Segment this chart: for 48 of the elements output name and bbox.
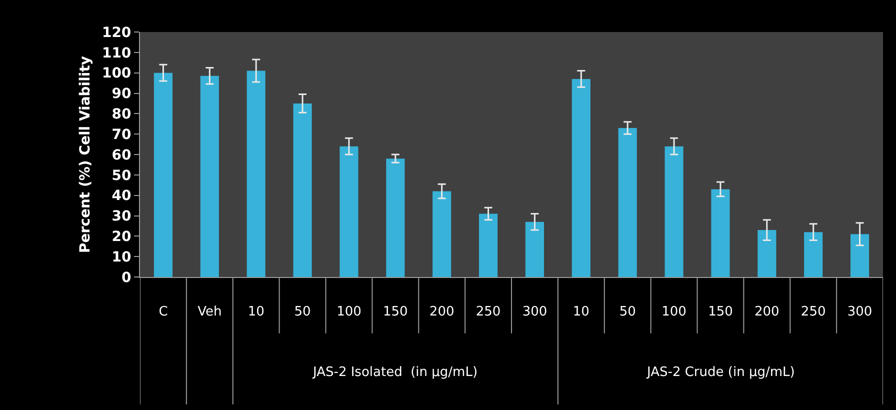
x-tick-label: 150 — [708, 304, 733, 320]
x-tick-label: 150 — [382, 304, 408, 320]
y-tick-label: 20 — [112, 229, 132, 246]
y-tick-label: 80 — [112, 106, 132, 123]
y-axis-title: Percent (%) Cell Viability — [78, 56, 94, 253]
bar — [386, 158, 405, 277]
y-tick-label: 0 — [121, 270, 132, 286]
bar — [572, 78, 590, 277]
bar — [804, 232, 823, 277]
y-tick-label: 70 — [112, 126, 132, 143]
y-tick-label: 90 — [112, 86, 132, 102]
x-tick-label: 50 — [619, 304, 636, 320]
x-tick-label: 300 — [522, 304, 548, 320]
bar — [154, 72, 173, 277]
x-tick-label: 10 — [572, 304, 590, 320]
bar — [758, 230, 776, 277]
bar — [293, 103, 312, 277]
y-tick-label: 10 — [112, 249, 132, 266]
text: JAS-2 Crude (in µg/mL) — [646, 365, 795, 380]
y-tick-label: 30 — [112, 208, 132, 225]
bar — [711, 189, 730, 277]
x-tick-label: 250 — [800, 304, 826, 320]
bar — [200, 76, 219, 277]
y-tick-label: 100 — [102, 66, 132, 82]
bar — [664, 146, 684, 277]
x-tick-label: 200 — [754, 304, 780, 320]
bar — [850, 234, 870, 277]
y-tick-label: 50 — [112, 168, 132, 184]
x-tick-label: 200 — [429, 304, 454, 320]
x-tick-label: 50 — [294, 304, 311, 320]
bar — [525, 222, 544, 277]
y-tick-label: 110 — [102, 45, 132, 62]
x-tick-label: Veh — [198, 304, 222, 320]
x-tick-label: 300 — [847, 304, 872, 320]
bar — [618, 128, 637, 277]
y-tick-label: 120 — [102, 24, 132, 41]
bar — [432, 191, 452, 277]
y-tick-label: 40 — [112, 188, 132, 204]
x-tick-label: 10 — [248, 304, 264, 320]
bar — [340, 146, 358, 277]
x-tick-label: C — [158, 304, 168, 320]
x-tick-label: 100 — [336, 304, 362, 320]
text: JAS-2 Isolated (in µg/mL) — [312, 365, 478, 380]
bar — [246, 70, 266, 277]
bar — [478, 214, 498, 277]
x-tick-label: 100 — [662, 304, 686, 320]
y-tick-label: 60 — [112, 147, 132, 164]
x-tick-label: 250 — [476, 304, 501, 320]
